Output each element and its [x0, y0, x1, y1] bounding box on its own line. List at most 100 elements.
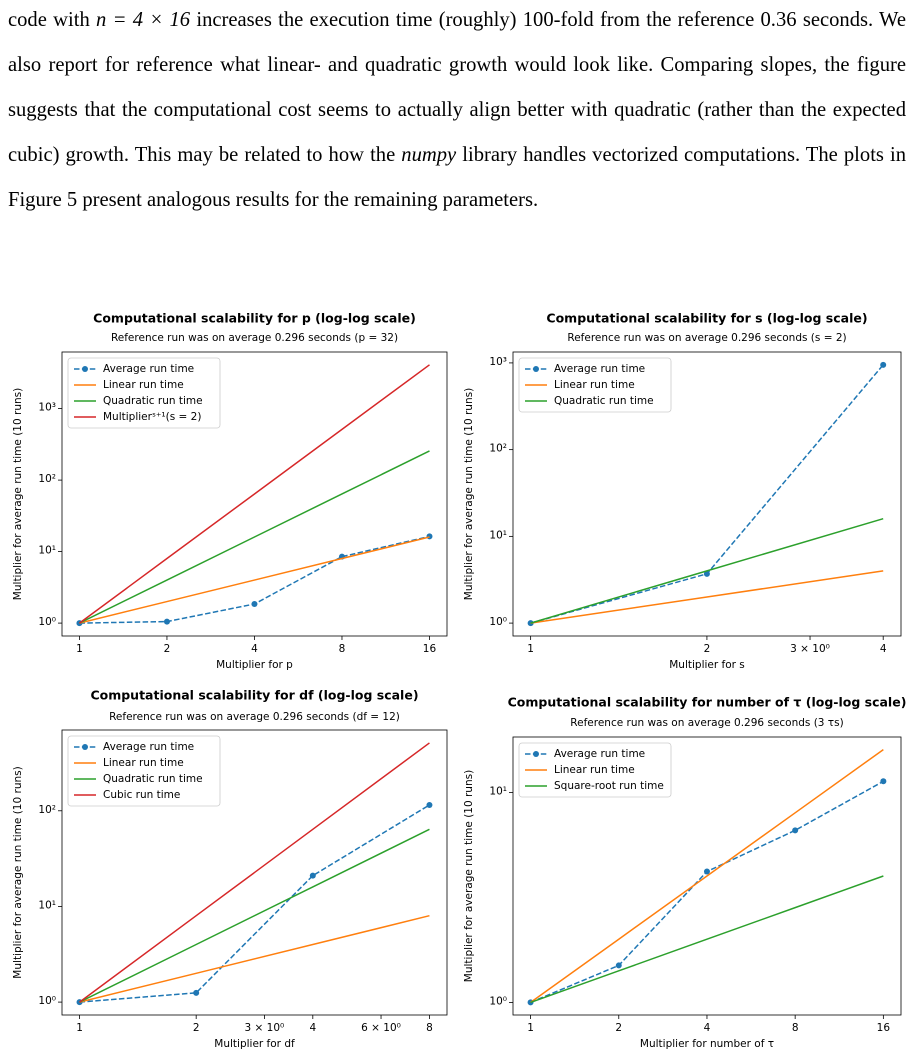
plot-area: [76, 364, 433, 627]
y-tick-label: 10¹: [38, 899, 56, 911]
legend-marker: [533, 751, 539, 757]
x-tick-label: 8: [339, 643, 346, 655]
x-axis-label: Multiplier for p: [216, 659, 293, 671]
x-tick-label: 2: [704, 643, 711, 655]
x-tick-label: 3 × 10⁰: [245, 1022, 285, 1034]
plot-area: [76, 742, 433, 1006]
y-tick-label: 10¹: [489, 529, 507, 541]
y-tick-label: 10⁰: [489, 995, 507, 1007]
x-tick-label: 2: [193, 1022, 200, 1034]
data-point: [163, 618, 170, 625]
data-point: [309, 872, 316, 879]
series-line: [79, 804, 430, 1003]
x-axis-label: Multiplier for s: [669, 659, 745, 671]
math: n = 4 × 16: [96, 9, 191, 31]
data-point: [426, 533, 433, 540]
plot-area: [527, 748, 887, 1006]
legend-label: Average run time: [103, 741, 194, 753]
x-tick-label: 4: [880, 643, 887, 655]
x-tick-label: 8: [792, 1022, 799, 1034]
axes-frame: [61, 729, 448, 1016]
x-tick-label: 4: [704, 1022, 711, 1034]
x-tick-label: 3 × 10⁰: [790, 643, 830, 655]
series-line: [79, 450, 430, 624]
series-line: [530, 748, 884, 1004]
series-line: [79, 742, 430, 1003]
chart-subtitle: Reference run was on average 0.296 secon…: [109, 711, 400, 723]
legend-marker: [82, 744, 88, 750]
paragraph: code with n = 4 × 16 increases the execu…: [8, 0, 906, 223]
legend-label: Quadratic run time: [103, 395, 203, 407]
legend-box: [518, 357, 672, 413]
legend-label: Square-root run time: [554, 780, 664, 792]
axes-frame: [512, 351, 902, 637]
legend-label: Cubic run time: [103, 789, 180, 801]
chart-subtitle: Reference run was on average 0.296 secon…: [567, 332, 846, 344]
x-axis-label: Multiplier for df: [214, 1038, 295, 1050]
x-tick-label: 2: [164, 643, 171, 655]
plot-area: [527, 361, 887, 627]
series-line: [530, 517, 884, 624]
legend-marker: [533, 366, 539, 372]
chart-title: Computational scalability for df (log-lo…: [90, 688, 418, 703]
legend-marker: [82, 366, 88, 372]
library-name: numpy: [401, 144, 457, 166]
legend-box: [67, 735, 221, 807]
series-line: [79, 914, 430, 1003]
x-tick-label: 8: [426, 1022, 433, 1034]
y-tick-label: 10³: [489, 356, 507, 368]
x-tick-label: 1: [76, 643, 83, 655]
y-tick-label: 10⁰: [38, 616, 56, 628]
y-tick-label: 10⁰: [38, 995, 56, 1007]
x-axis-label: Multiplier for number of τ: [640, 1038, 774, 1050]
text: library handles vectorized computations.…: [8, 144, 907, 211]
data-point: [703, 868, 710, 875]
legend-label: Average run time: [103, 363, 194, 375]
y-tick-label: 10²: [38, 804, 56, 816]
chart-title: Computational scalability for s (log-log…: [546, 311, 867, 326]
data-point: [880, 361, 887, 368]
chart-subtitle: Reference run was on average 0.296 secon…: [570, 717, 843, 729]
legend-label: Quadratic run time: [554, 395, 654, 407]
chart-title: Computational scalability for number of …: [508, 695, 907, 710]
legend-label: Linear run time: [103, 379, 184, 391]
series-line: [78, 364, 430, 624]
chart-subtitle: Reference run was on average 0.296 secon…: [111, 332, 398, 344]
x-tick-label: 4: [251, 643, 258, 655]
series-line: [530, 875, 884, 1004]
series-line: [79, 536, 430, 624]
x-tick-label: 1: [527, 643, 534, 655]
x-tick-label: 1: [527, 1022, 534, 1034]
data-point: [880, 778, 887, 785]
legend-label: Linear run time: [554, 379, 635, 391]
text: increases the execution time (roughly) 1…: [8, 9, 906, 166]
legend-box: [67, 357, 221, 429]
x-tick-label: 6 × 10⁰: [361, 1022, 401, 1034]
y-axis-label: Multiplier for average run time (10 runs…: [12, 766, 24, 978]
data-point: [193, 989, 200, 996]
y-tick-label: 10²: [38, 473, 56, 485]
y-axis-label: Multiplier for average run time (10 runs…: [12, 388, 24, 600]
x-tick-label: 16: [877, 1022, 891, 1034]
data-point: [251, 600, 258, 607]
x-tick-label: 4: [309, 1022, 316, 1034]
series-line: [530, 780, 884, 1004]
text: code with: [8, 9, 97, 31]
legend-label: Average run time: [554, 748, 645, 760]
x-tick-label: 2: [615, 1022, 622, 1034]
x-tick-label: 1: [76, 1022, 83, 1034]
data-point: [615, 962, 622, 969]
axes-frame: [61, 351, 448, 637]
x-tick-label: 16: [423, 643, 437, 655]
series-line: [79, 828, 430, 1003]
legend-label: Average run time: [554, 363, 645, 375]
y-axis-label: Multiplier for average run time (10 runs…: [463, 388, 475, 600]
legend-label: Quadratic run time: [103, 773, 203, 785]
y-tick-label: 10¹: [489, 785, 507, 797]
series-line: [530, 570, 884, 624]
y-tick-label: 10¹: [38, 545, 56, 557]
legend-label: Linear run time: [103, 757, 184, 769]
axes-frame: [512, 736, 902, 1016]
